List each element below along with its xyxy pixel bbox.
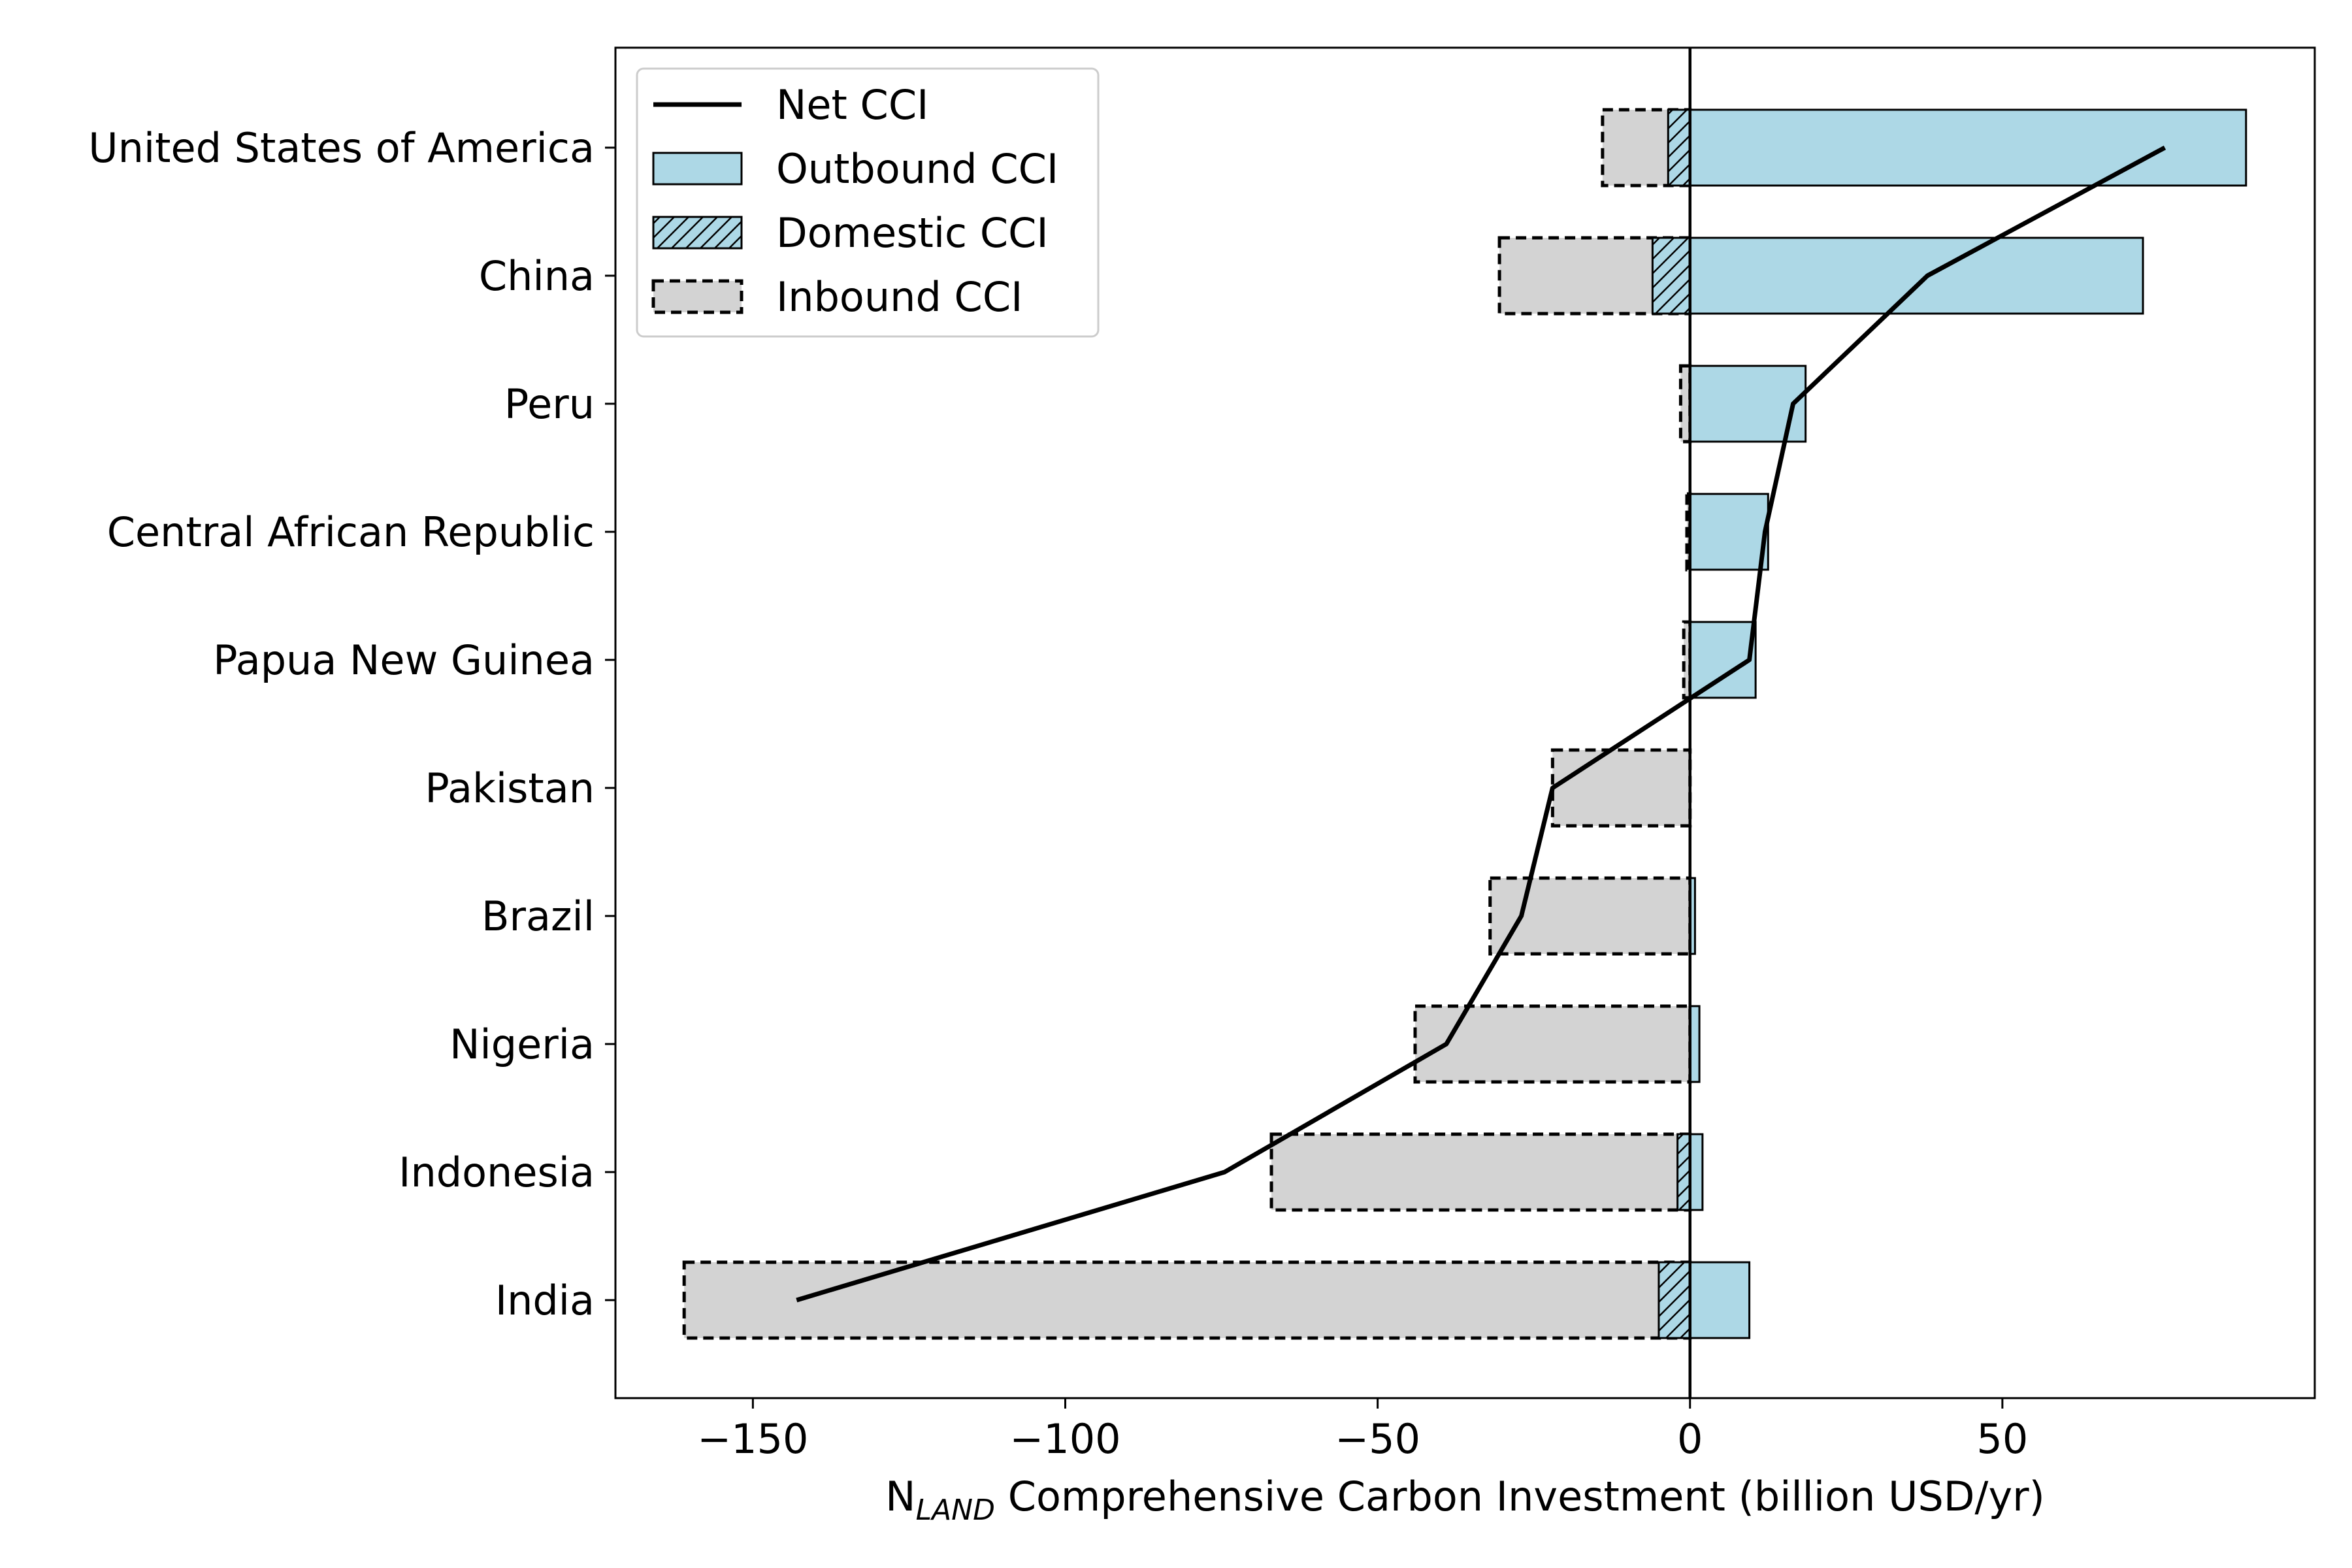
- bar-outbound-china: [1689, 237, 2144, 315]
- bar-outbound-indonesia: [1689, 1133, 1704, 1211]
- bar-inbound-papua-new-guinea: [1682, 620, 1692, 700]
- bar-domestic-united-states-of-america: [1667, 108, 1691, 187]
- legend-label-outbound: Outbound CCI: [776, 145, 1058, 193]
- net-cci-line: [796, 145, 2166, 1303]
- bar-inbound-indonesia: [1269, 1132, 1692, 1212]
- legend-handle-inbound: [651, 279, 743, 314]
- bar-outbound-central-african-republic: [1689, 493, 1769, 571]
- ytick-label-china: China: [479, 252, 595, 300]
- bar-inbound-india: [682, 1260, 1692, 1340]
- ytick-label-india: India: [495, 1277, 595, 1324]
- ytick-label-peru: Peru: [504, 380, 595, 428]
- ytick-label-pakistan: Pakistan: [425, 764, 595, 812]
- bar-inbound-pakistan: [1550, 748, 1692, 828]
- xtick-label-1: −100: [1009, 1415, 1120, 1463]
- bar-outbound-united-states-of-america: [1689, 108, 2247, 187]
- ytick-label-indonesia: Indonesia: [399, 1149, 595, 1196]
- ytick-label-central-african-republic: Central African Republic: [107, 508, 595, 556]
- legend-box: [636, 67, 1100, 338]
- legend-handle-domestic: [652, 216, 743, 250]
- ytick-label-united-states-of-america: United States of America: [88, 124, 595, 172]
- net-line-layer: [796, 145, 2166, 1303]
- xtick-label-3: 0: [1677, 1415, 1703, 1463]
- xtick-label-4: 50: [1976, 1415, 2028, 1463]
- bar-domestic-india: [1658, 1261, 1691, 1339]
- bar-domestic-china: [1651, 237, 1691, 315]
- bar-outbound-india: [1689, 1261, 1751, 1339]
- bar-domestic-indonesia: [1676, 1133, 1691, 1211]
- plot-frame: [614, 46, 2316, 1399]
- legend-label-inbound: Inbound CCI: [776, 273, 1022, 321]
- xtick-label-0: −150: [697, 1415, 808, 1463]
- legend: Net CCI Outbound CCI Domestic CCI Inbound C…: [636, 67, 1100, 338]
- legend-label-domestic: Domestic CCI: [776, 209, 1049, 257]
- ytick-label-brazil: Brazil: [482, 892, 595, 940]
- axes-layer: United States of America China Peru Central…: [88, 46, 2316, 1527]
- bar-inbound-nigeria: [1413, 1004, 1692, 1084]
- xtick-label-2: −50: [1335, 1415, 1420, 1463]
- ytick-label-nigeria: Nigeria: [449, 1021, 595, 1068]
- x-axis-label-subscript: LAND: [916, 1494, 995, 1527]
- x-axis-label-rest: Comprehensive Carbon Investment (billion…: [995, 1473, 2045, 1520]
- bar-inbound-peru: [1678, 364, 1692, 444]
- ytick-label-papua-new-guinea: Papua New Guinea: [213, 636, 595, 684]
- x-axis-label: NLAND Comprehensive Carbon Investment (b…: [885, 1473, 2045, 1527]
- legend-handle-outbound: [652, 152, 743, 186]
- legend-label-net: Net CCI: [776, 81, 928, 129]
- x-axis-label-main: N: [885, 1473, 915, 1520]
